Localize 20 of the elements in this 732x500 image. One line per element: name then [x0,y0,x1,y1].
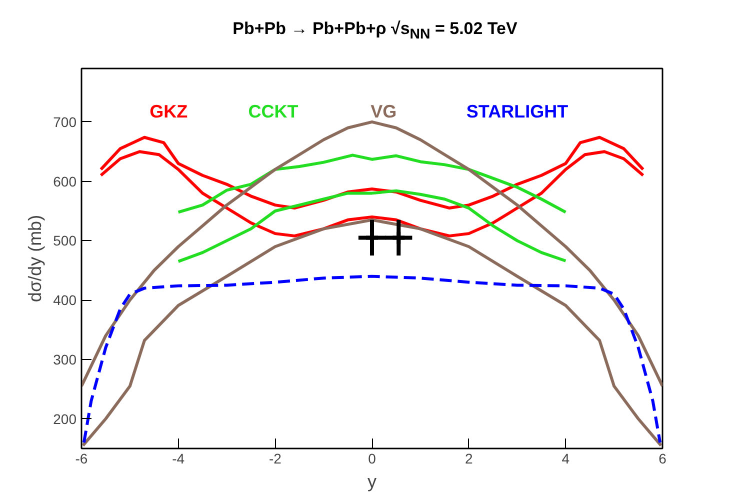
y-tick-label: 600 [53,173,77,190]
x-axis-title: y [368,472,376,492]
x-tick-label: 4 [562,450,570,466]
y-tick-label: 400 [53,292,77,308]
x-tick-label: -6 [75,450,88,466]
y-axis-title: dσ/dy (mb) [25,214,46,302]
y-tick-label: 300 [53,351,77,368]
y-tick-label: 700 [53,114,77,130]
x-tick-label: 6 [658,450,667,466]
x-tick-label: -2 [268,450,282,466]
x-tick-label: 0 [368,450,376,466]
x-tick-label: 2 [464,450,473,466]
y-tick-label: 500 [53,232,77,249]
text: CCKT [248,102,298,122]
series-label: VG [370,102,397,122]
text: STARLIGHT [466,102,568,122]
chart-title: Pb+Pb → Pb+Pb+ρ √s$_{NN}$ = 5.02 TeV [232,18,518,44]
x-tick-label: -4 [172,450,185,466]
y-tick-label: 200 [53,410,77,427]
series-label: GKZ [150,102,188,122]
